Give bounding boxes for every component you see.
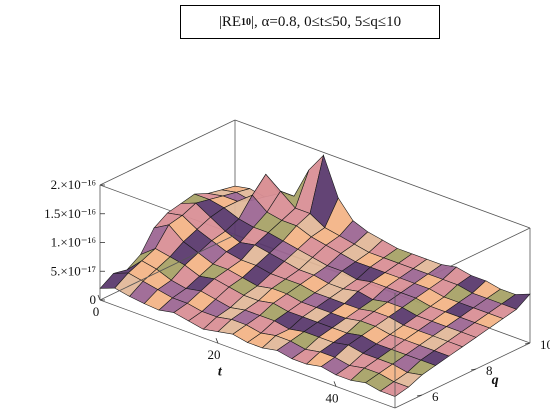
box-edge-top-left [99, 119, 236, 186]
title-subscript: 10 [241, 16, 251, 28]
t-tick-label: 0 [93, 304, 100, 319]
surface-patch [379, 381, 410, 397]
z-tick-label: 5.×10⁻¹⁷ [51, 263, 96, 278]
t-tick-label: 20 [208, 347, 221, 362]
z-tick-label: 2.×10⁻¹⁶ [51, 177, 96, 192]
q-tick-mark [470, 368, 477, 371]
box-edge-left-bottom [99, 234, 236, 301]
q-tick-mark [416, 394, 423, 397]
z-tick-label: 0 [90, 292, 97, 307]
q-tick-label: 6 [432, 389, 439, 404]
chart-title: |RE 10 |, α=0.8, 0≤t≤50, 5≤q≤10 [180, 5, 440, 39]
y-axis-label: q [492, 373, 499, 388]
box-edge-top-back [234, 119, 531, 229]
x-axis-label: t [218, 365, 223, 380]
box-edge-front-bottom [99, 299, 396, 409]
t-tick-label: 40 [326, 390, 339, 405]
t-tick-mark [333, 381, 337, 387]
t-tick-mark [215, 338, 219, 344]
t-tick-mark [97, 294, 101, 301]
q-tick-label: 8 [486, 363, 493, 378]
title-prefix: |RE [218, 13, 241, 30]
z-tick-label: 1.5×10⁻¹⁶ [44, 206, 96, 221]
q-tick-label: 10 [540, 337, 550, 352]
z-tick-label: 1.×10⁻¹⁶ [51, 235, 96, 250]
box-edge-right-bottom [394, 342, 531, 409]
q-tick-mark [524, 342, 531, 345]
title-suffix: |, α=0.8, 0≤t≤50, 5≤q≤10 [251, 13, 402, 30]
